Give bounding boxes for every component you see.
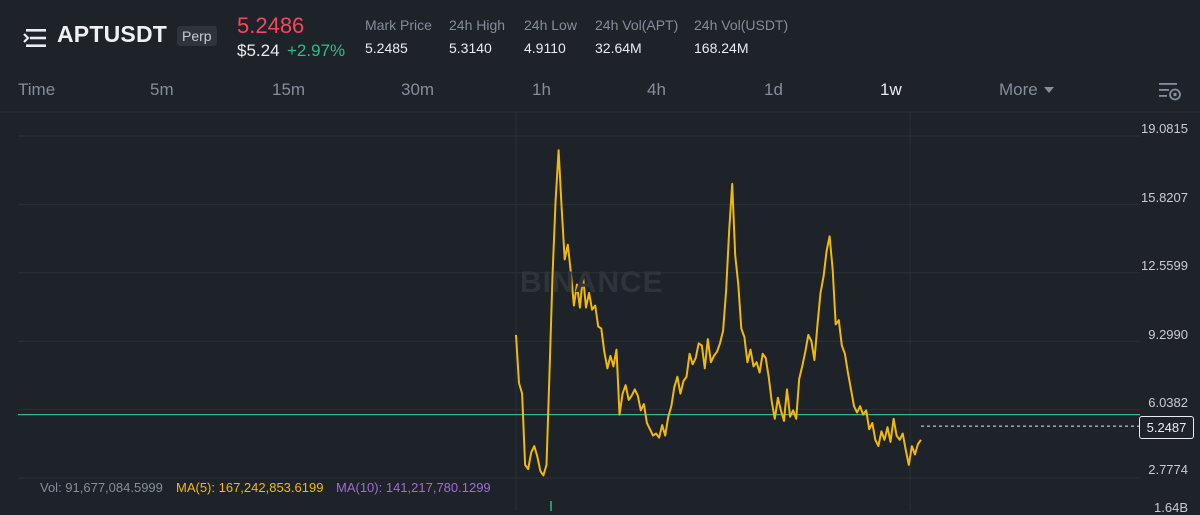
chart-marks: [18, 149, 1140, 511]
vol-usdt-label: 24h Vol(USDT): [694, 17, 789, 33]
tab-1d[interactable]: 1d: [764, 80, 783, 99]
vol-apt-value: 32.64M: [595, 40, 642, 56]
tab-1w[interactable]: 1w: [880, 80, 902, 99]
chart-grid: [0, 111, 1200, 511]
volume-axis-label: 1.64B: [1154, 500, 1188, 515]
low-24h-label: 24h Low: [524, 17, 577, 33]
tab-5m[interactable]: 5m: [150, 80, 174, 99]
y-tick-label: 12.5599: [1141, 258, 1188, 273]
high-24h-label: 24h High: [449, 17, 506, 33]
y-tick-label: 15.8207: [1141, 190, 1188, 205]
tab-30m[interactable]: 30m: [401, 80, 435, 99]
tab-4h[interactable]: 4h: [647, 80, 666, 99]
ma10-label: MA(10): 141,217,780.1299: [336, 480, 491, 495]
caret-down-icon[interactable]: [1044, 87, 1054, 93]
y-tick-label: 19.0815: [1141, 121, 1188, 136]
y-tick-label: 6.0382: [1148, 395, 1188, 410]
tab-time[interactable]: Time: [18, 80, 56, 99]
vol-usdt-value: 168.24M: [694, 40, 749, 56]
high-24h-value: 5.3140: [449, 40, 492, 56]
volume-label: Vol: 91,677,084.5999: [40, 480, 163, 495]
usd-price: $5.24: [237, 41, 280, 60]
y-tick-label: 9.2990: [1148, 327, 1188, 342]
tab-more[interactable]: More: [999, 80, 1038, 99]
y-tick-label: 2.7774: [1148, 462, 1188, 477]
tab-15m[interactable]: 15m: [272, 80, 306, 99]
mark-price-value: 5.2485: [365, 40, 408, 56]
symbol-title[interactable]: APTUSDT: [57, 21, 168, 47]
tab-1h[interactable]: 1h: [532, 80, 551, 99]
current-price-tag: 5.2487: [1139, 416, 1194, 439]
last-price: 5.2486: [237, 13, 305, 38]
chart-settings-icon[interactable]: [1158, 80, 1182, 102]
vol-apt-label: 24h Vol(APT): [595, 17, 679, 33]
mark-price-label: Mark Price: [365, 17, 432, 33]
low-24h-value: 4.9110: [524, 40, 566, 56]
menu-icon[interactable]: [22, 27, 48, 49]
change-percent: +2.97%: [287, 41, 346, 60]
ma5-label: MA(5): 167,242,853.6199: [176, 480, 324, 495]
binance-watermark: BINANCE: [520, 266, 664, 299]
price-series-line: [515, 149, 922, 477]
perp-badge: Perp: [177, 26, 217, 46]
